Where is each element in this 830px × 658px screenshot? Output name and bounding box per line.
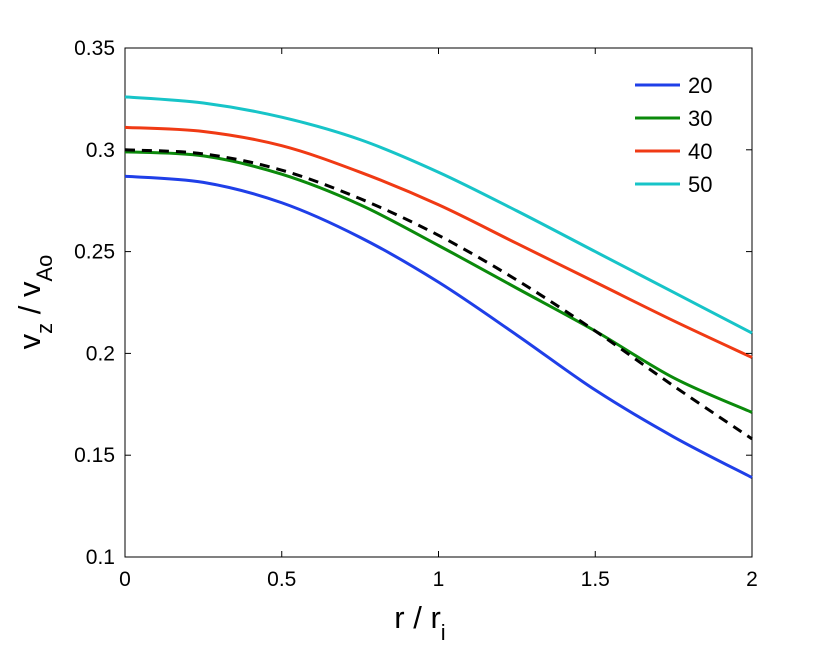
series-line-20 xyxy=(124,174,753,479)
series-line-50 xyxy=(124,95,753,335)
y-tick-label: 0.15 xyxy=(74,444,115,467)
x-tick-label: 0.5 xyxy=(267,568,296,591)
y-tick-label: 0.25 xyxy=(74,241,115,264)
legend: 20 30 40 50 xyxy=(635,73,712,197)
x-tick-label: 2 xyxy=(746,568,758,591)
series-line-30 xyxy=(124,150,753,414)
y-tick-label: 0.1 xyxy=(86,546,115,569)
series-line-dashed xyxy=(124,148,753,441)
y-tick-label: 0.2 xyxy=(86,342,115,365)
x-tick-label: 1 xyxy=(433,568,445,591)
y-tick-label: 0.35 xyxy=(74,37,115,60)
legend-label-30: 30 xyxy=(688,106,712,131)
x-tick-label: 0 xyxy=(119,568,131,591)
y-tick-label: 0.3 xyxy=(86,139,115,162)
x-tick-label: 1.5 xyxy=(581,568,610,591)
legend-label-20: 20 xyxy=(688,73,712,98)
series-line-40 xyxy=(124,125,753,359)
tick-layer: 0 0.5 1 1.5 2 0.1 0.15 0.2 0.25 0.3 0.35 xyxy=(74,37,758,591)
plot-area xyxy=(124,47,753,558)
legend-label-50: 50 xyxy=(688,172,712,197)
series-layer xyxy=(124,95,753,479)
y-axis-label: vz / vAo xyxy=(12,255,57,350)
legend-label-40: 40 xyxy=(688,139,712,164)
x-axis-label: r / ri xyxy=(394,600,445,645)
